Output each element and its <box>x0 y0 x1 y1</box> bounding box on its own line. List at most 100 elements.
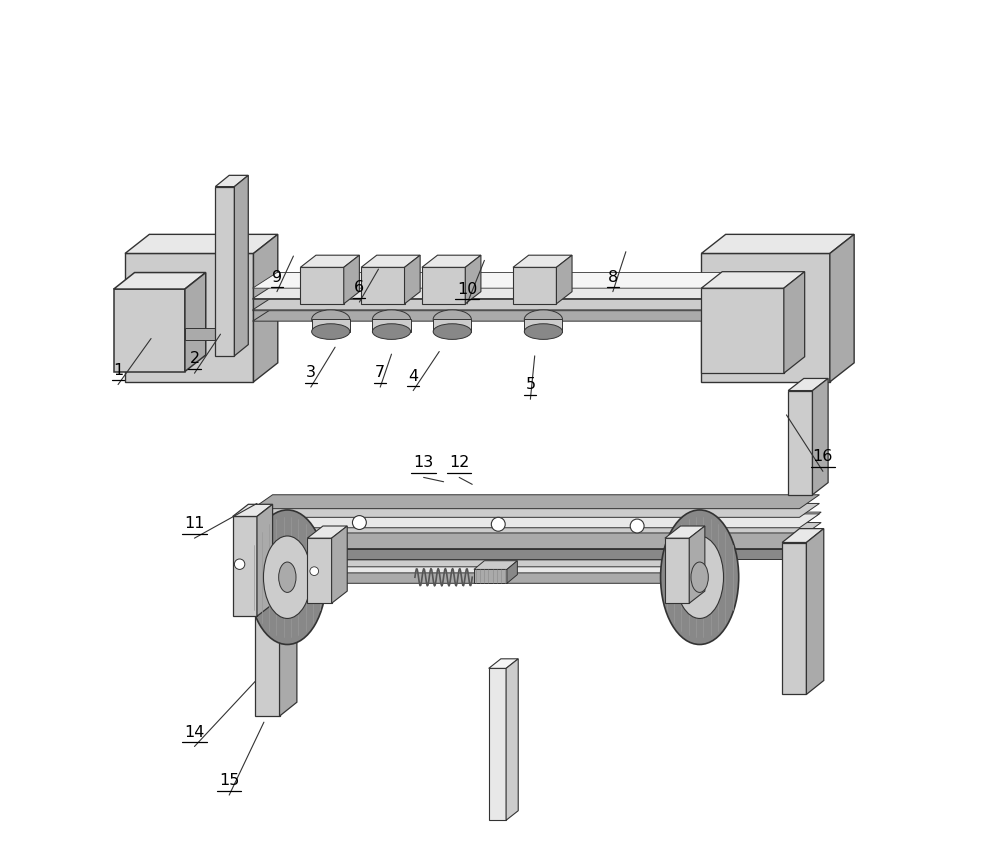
Polygon shape <box>253 295 726 311</box>
Circle shape <box>630 519 644 533</box>
Text: 16: 16 <box>813 450 833 464</box>
Polygon shape <box>513 255 572 267</box>
Ellipse shape <box>524 324 562 339</box>
Text: 5: 5 <box>525 378 535 392</box>
Polygon shape <box>782 542 806 694</box>
Polygon shape <box>185 273 206 372</box>
Polygon shape <box>701 288 784 373</box>
Ellipse shape <box>691 562 708 592</box>
Polygon shape <box>253 538 799 549</box>
Polygon shape <box>307 526 347 538</box>
Polygon shape <box>556 255 572 304</box>
Polygon shape <box>701 272 805 288</box>
Polygon shape <box>215 187 234 356</box>
Polygon shape <box>253 283 726 299</box>
Ellipse shape <box>676 536 724 618</box>
Ellipse shape <box>263 536 311 618</box>
Text: 12: 12 <box>449 456 469 470</box>
Polygon shape <box>125 234 278 253</box>
Ellipse shape <box>372 310 411 329</box>
Polygon shape <box>701 234 854 253</box>
Polygon shape <box>474 561 517 569</box>
Text: 15: 15 <box>219 773 239 788</box>
Ellipse shape <box>661 510 739 644</box>
Polygon shape <box>689 526 705 603</box>
Circle shape <box>352 516 366 529</box>
Polygon shape <box>372 319 411 332</box>
Polygon shape <box>253 523 821 538</box>
Ellipse shape <box>312 324 350 339</box>
Polygon shape <box>361 267 405 304</box>
Polygon shape <box>253 512 821 528</box>
Polygon shape <box>812 378 828 495</box>
Polygon shape <box>185 328 215 340</box>
Text: 10: 10 <box>457 282 477 297</box>
Polygon shape <box>665 538 689 603</box>
Polygon shape <box>300 267 344 304</box>
Polygon shape <box>782 529 824 542</box>
Polygon shape <box>253 533 821 549</box>
Polygon shape <box>114 289 185 372</box>
Polygon shape <box>253 528 799 538</box>
Ellipse shape <box>248 510 326 644</box>
Polygon shape <box>361 255 420 267</box>
Ellipse shape <box>372 324 411 339</box>
Text: 7: 7 <box>375 365 385 380</box>
Polygon shape <box>253 503 819 517</box>
Polygon shape <box>253 549 799 559</box>
Polygon shape <box>322 567 689 577</box>
Polygon shape <box>806 529 824 694</box>
Polygon shape <box>322 573 689 583</box>
Text: 4: 4 <box>408 369 418 384</box>
Polygon shape <box>215 175 248 187</box>
Polygon shape <box>307 538 332 603</box>
Polygon shape <box>489 668 506 820</box>
Text: 6: 6 <box>354 280 364 295</box>
Polygon shape <box>506 659 518 820</box>
Polygon shape <box>300 255 359 267</box>
Text: 14: 14 <box>184 725 205 740</box>
Polygon shape <box>312 319 350 332</box>
Polygon shape <box>233 516 257 616</box>
Polygon shape <box>489 659 518 668</box>
Text: 8: 8 <box>608 270 618 285</box>
Polygon shape <box>433 319 471 332</box>
Circle shape <box>491 517 505 531</box>
Polygon shape <box>788 391 812 495</box>
Text: 2: 2 <box>189 352 200 366</box>
Ellipse shape <box>312 310 350 329</box>
Polygon shape <box>253 234 278 382</box>
Polygon shape <box>788 378 828 391</box>
Polygon shape <box>253 294 726 310</box>
Polygon shape <box>255 529 280 716</box>
Polygon shape <box>524 319 562 332</box>
Polygon shape <box>234 175 248 356</box>
Ellipse shape <box>433 310 471 329</box>
Polygon shape <box>114 273 206 289</box>
Ellipse shape <box>279 562 296 592</box>
Text: 13: 13 <box>413 456 434 470</box>
Polygon shape <box>233 504 273 516</box>
Polygon shape <box>253 495 819 509</box>
Polygon shape <box>405 255 420 304</box>
Polygon shape <box>422 267 465 304</box>
Text: 11: 11 <box>184 516 205 531</box>
Polygon shape <box>253 284 726 299</box>
Polygon shape <box>344 255 359 304</box>
Circle shape <box>234 559 245 569</box>
Ellipse shape <box>433 324 471 339</box>
Ellipse shape <box>524 310 562 329</box>
Polygon shape <box>507 561 517 583</box>
Polygon shape <box>665 526 705 538</box>
Polygon shape <box>465 255 481 304</box>
Circle shape <box>310 567 319 575</box>
Polygon shape <box>253 514 819 528</box>
Polygon shape <box>125 253 253 382</box>
Polygon shape <box>280 516 297 716</box>
Polygon shape <box>257 504 273 616</box>
Text: 1: 1 <box>113 363 123 378</box>
Polygon shape <box>513 267 556 304</box>
Text: 3: 3 <box>306 365 316 380</box>
Polygon shape <box>474 569 507 583</box>
Polygon shape <box>830 234 854 382</box>
